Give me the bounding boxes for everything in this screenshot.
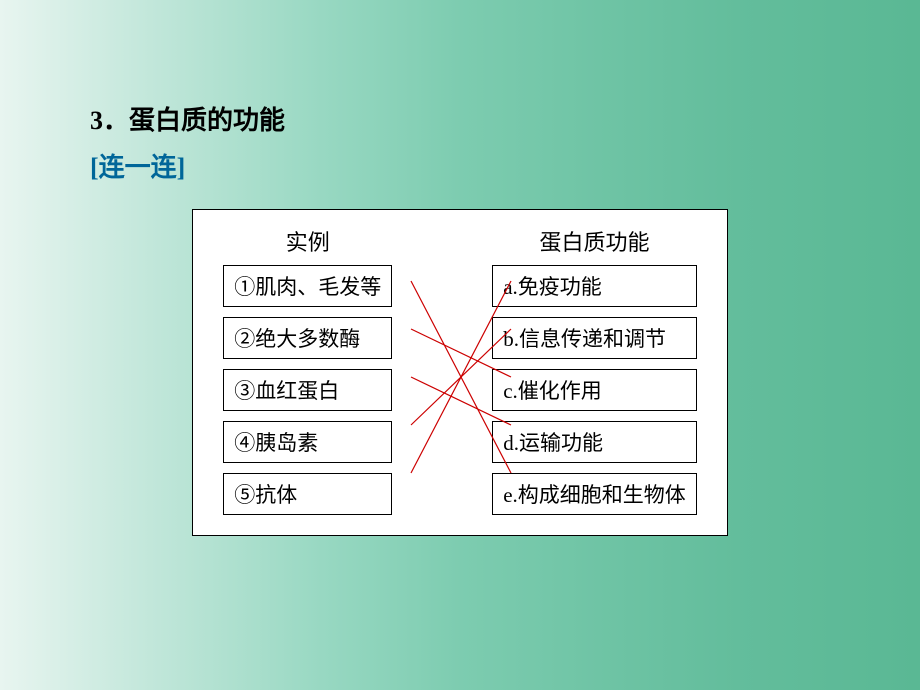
left-item: ④胰岛素 [223,421,392,463]
left-item: ⑤抗体 [223,473,392,515]
matching-diagram: 实例 ①肌肉、毛发等 ②绝大多数酶 ③血红蛋白 ④胰岛素 ⑤抗体 蛋白质功能 a… [192,209,728,536]
left-item: ③血红蛋白 [223,369,392,411]
diagram-wrapper: 实例 ①肌肉、毛发等 ②绝大多数酶 ③血红蛋白 ④胰岛素 ⑤抗体 蛋白质功能 a… [90,209,830,536]
section-subheading: [连一连] [90,147,830,184]
diagram-columns: 实例 ①肌肉、毛发等 ②绝大多数酶 ③血红蛋白 ④胰岛素 ⑤抗体 蛋白质功能 a… [223,225,697,515]
left-column: 实例 ①肌肉、毛发等 ②绝大多数酶 ③血红蛋白 ④胰岛素 ⑤抗体 [223,225,392,515]
right-column-header: 蛋白质功能 [492,225,697,257]
right-item: b.信息传递和调节 [492,317,697,359]
section-heading: 3．蛋白质的功能 [90,100,830,137]
left-column-header: 实例 [223,225,392,257]
right-item: c.催化作用 [492,369,697,411]
content-area: 3．蛋白质的功能 [连一连] 实例 ①肌肉、毛发等 ②绝大多数酶 ③血红蛋白 ④… [0,0,920,536]
right-item: e.构成细胞和生物体 [492,473,697,515]
left-item: ②绝大多数酶 [223,317,392,359]
right-item: d.运输功能 [492,421,697,463]
left-item: ①肌肉、毛发等 [223,265,392,307]
right-item: a.免疫功能 [492,265,697,307]
right-column: 蛋白质功能 a.免疫功能 b.信息传递和调节 c.催化作用 d.运输功能 e.构… [492,225,697,515]
